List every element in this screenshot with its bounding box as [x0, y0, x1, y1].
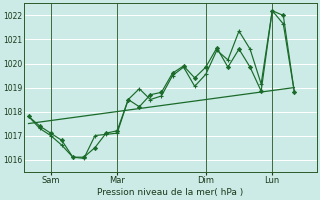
X-axis label: Pression niveau de la mer( hPa ): Pression niveau de la mer( hPa ) [97, 188, 244, 197]
